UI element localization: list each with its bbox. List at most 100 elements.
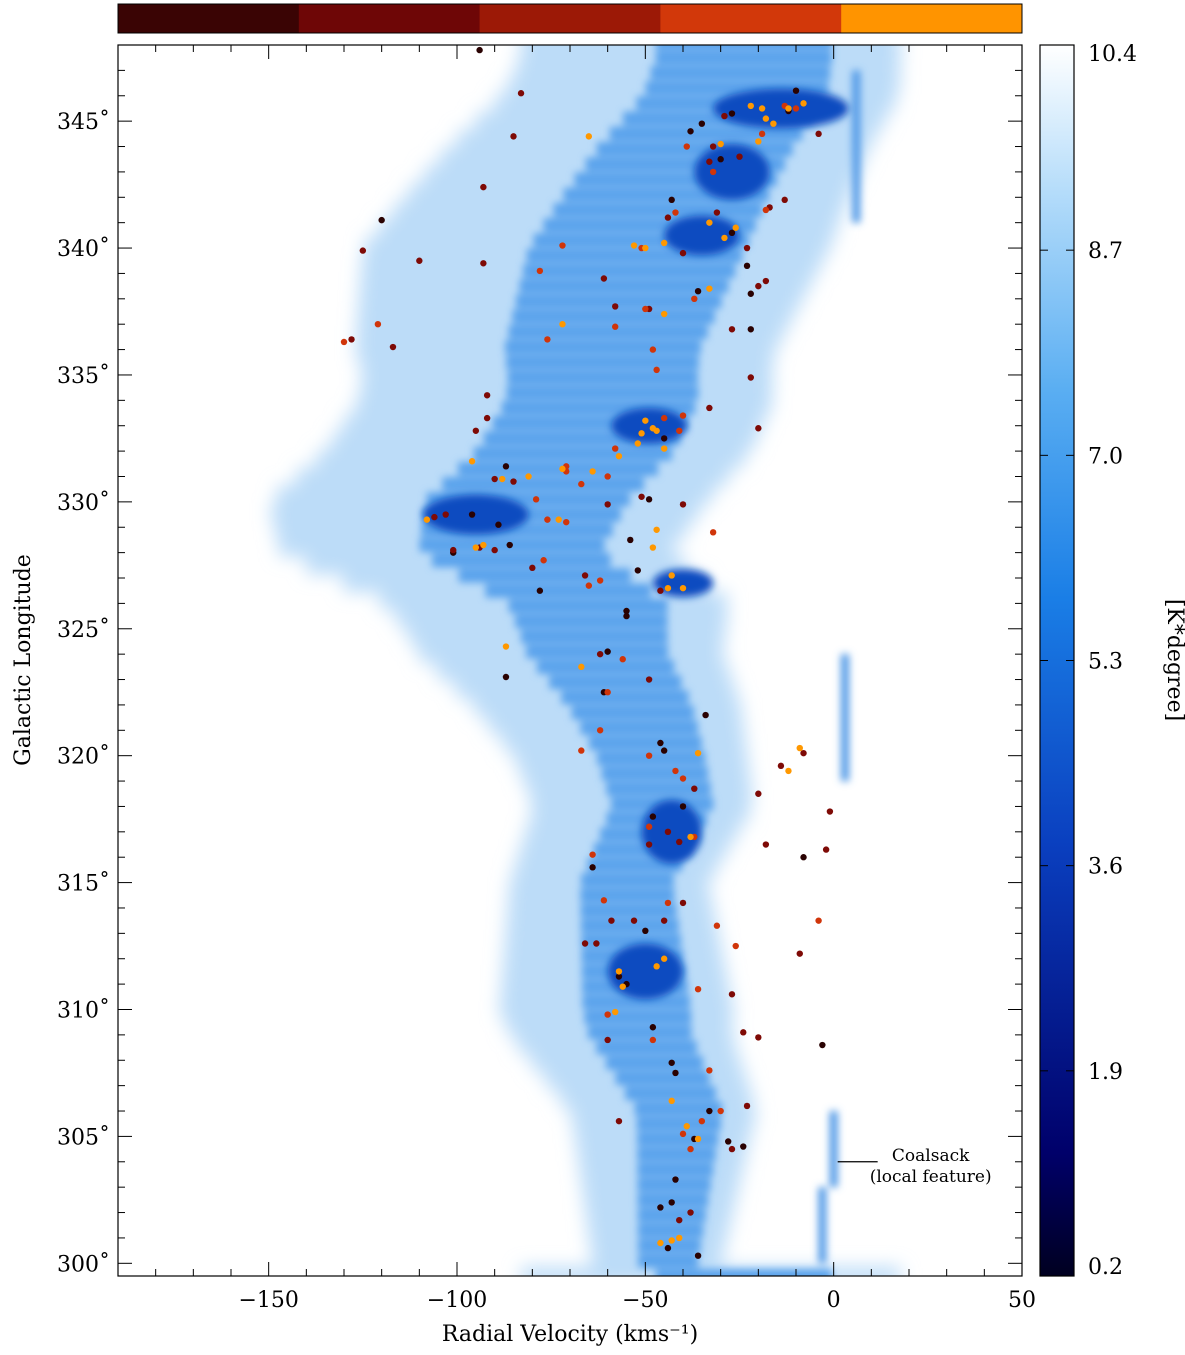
source-marker: [672, 767, 679, 775]
source-marker: [578, 747, 585, 754]
source-marker: [732, 942, 739, 950]
emission-band: [571, 705, 695, 720]
emission-band: [606, 781, 711, 796]
source-marker: [450, 546, 457, 554]
plot-area: [118, 45, 1022, 1276]
x-tick-label: 0: [827, 1288, 841, 1313]
source-marker: [717, 140, 724, 148]
emission-band: [526, 644, 669, 659]
source-marker: [480, 541, 487, 549]
source-marker: [506, 541, 513, 549]
source-marker: [826, 808, 834, 815]
source-marker: [634, 440, 641, 447]
source-marker: [645, 823, 653, 830]
category-bar-segment: [298, 4, 481, 33]
source-marker: [755, 282, 762, 290]
emission-band: [508, 598, 668, 613]
source-marker: [676, 427, 683, 434]
source-marker: [517, 90, 525, 97]
source-marker: [679, 899, 687, 907]
source-marker: [762, 206, 770, 214]
colorbar-tick-label: 0.2: [1088, 1255, 1123, 1280]
annotation-line-2: (local feature): [870, 1167, 992, 1187]
source-marker: [657, 739, 664, 747]
source-marker: [736, 153, 743, 160]
emission-band: [561, 690, 689, 705]
emission-band: [625, 1086, 716, 1101]
emission-band: [520, 629, 668, 644]
source-marker: [679, 1130, 687, 1138]
source-marker: [728, 326, 736, 333]
source-marker: [717, 1107, 724, 1115]
colorbar-tick-label: 10.4: [1088, 42, 1137, 67]
coalsack-annotation: Coalsack (local feature): [837, 1146, 992, 1187]
y-axis-label: Galactic Longitude: [11, 554, 36, 766]
source-marker: [755, 790, 762, 797]
x-axis-label: Radial Velocity (kms⁻¹): [442, 1322, 698, 1347]
source-marker: [706, 219, 713, 226]
emission-band: [580, 918, 679, 933]
source-marker: [664, 584, 672, 592]
category-colour-bar: [117, 3, 1023, 34]
source-marker: [563, 518, 570, 526]
source-marker: [589, 864, 596, 871]
source-markers: [340, 46, 834, 1259]
source-marker: [668, 1097, 675, 1105]
source-marker: [732, 224, 739, 231]
source-marker: [755, 1034, 762, 1041]
source-marker: [668, 1237, 675, 1244]
emission-band: [596, 1040, 697, 1055]
source-marker: [615, 968, 623, 975]
source-marker: [747, 290, 754, 297]
source-marker: [660, 414, 668, 422]
y-tick-label: 325˚: [57, 616, 110, 643]
source-marker: [468, 511, 476, 518]
source-marker: [653, 526, 660, 533]
source-marker: [691, 785, 698, 792]
source-marker: [536, 267, 544, 275]
source-marker: [544, 336, 551, 343]
emission-core: [664, 215, 740, 256]
source-marker: [815, 917, 822, 924]
y-tick-label: 310˚: [57, 996, 110, 1023]
local-streak: [818, 1187, 827, 1264]
source-marker: [596, 577, 604, 584]
source-marker: [623, 607, 630, 615]
source-marker: [694, 1135, 702, 1143]
source-marker: [762, 115, 770, 122]
colorbar-label: [K*degree]: [1162, 599, 1185, 721]
source-marker: [800, 854, 807, 861]
source-marker: [634, 567, 641, 574]
source-marker: [649, 1036, 657, 1044]
source-marker: [578, 663, 585, 671]
source-marker: [483, 414, 491, 422]
colorbar-tick-label: 5.3: [1088, 650, 1123, 675]
source-marker: [660, 445, 668, 452]
source-marker: [694, 749, 702, 757]
source-marker: [642, 417, 649, 424]
source-marker: [612, 323, 619, 330]
source-marker: [491, 475, 498, 483]
emission-band: [650, 65, 831, 80]
source-marker: [529, 564, 536, 572]
source-marker: [800, 100, 807, 107]
emission-band: [587, 1025, 692, 1040]
emission-band: [442, 477, 644, 492]
source-marker: [713, 209, 721, 216]
source-marker: [645, 841, 653, 848]
category-bar-segment: [118, 4, 300, 33]
source-marker: [694, 985, 702, 993]
emission-core: [713, 88, 849, 129]
source-marker: [589, 468, 596, 475]
source-marker: [642, 244, 649, 252]
source-marker: [687, 128, 694, 135]
source-marker: [755, 138, 762, 145]
y-tick-label: 305˚: [57, 1123, 110, 1150]
source-marker: [645, 676, 653, 683]
source-marker: [340, 338, 348, 346]
source-marker: [706, 285, 713, 292]
emission-band: [601, 766, 708, 781]
source-marker: [668, 1199, 675, 1206]
source-marker: [604, 1036, 611, 1044]
